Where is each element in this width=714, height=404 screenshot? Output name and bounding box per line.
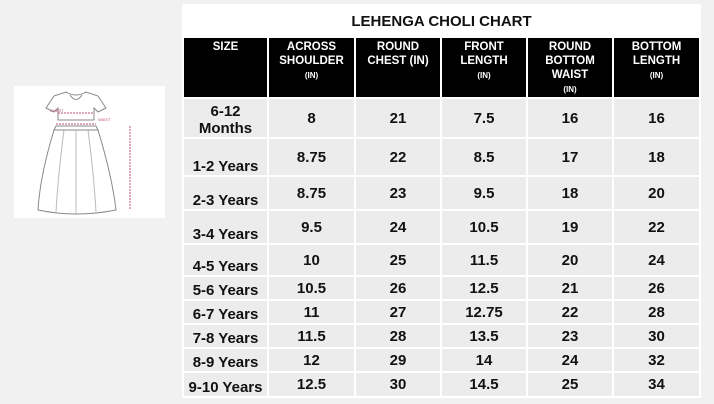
value-cell: 14.5: [440, 371, 528, 398]
value-cell: 16: [526, 97, 614, 139]
value-cell: 8.5: [440, 137, 528, 177]
column-header: ROUND BOTTOM WAIST (IN): [526, 36, 614, 99]
size-cell: 2-3 Years: [182, 175, 269, 211]
value-cell: 27: [354, 299, 442, 325]
value-cell: 30: [354, 371, 442, 398]
value-cell: 9.5: [267, 209, 356, 245]
value-cell: 8.75: [267, 175, 356, 211]
value-cell: 16: [611, 97, 702, 139]
value-cell: 11: [267, 299, 356, 325]
size-cell: 7-8 Years: [182, 323, 269, 349]
column-header: FRONT LENGTH (IN): [440, 36, 528, 99]
size-cell: 5-6 Years: [182, 275, 269, 301]
value-cell: 24: [354, 209, 442, 245]
header-text: FRONT LENGTH: [460, 41, 508, 67]
value-cell: 11.5: [267, 323, 356, 349]
table-row: 6-12 Months 8 21 7.5 16 16: [182, 97, 702, 139]
column-header: ROUND CHEST (IN): [354, 36, 442, 99]
value-cell: 12.75: [440, 299, 528, 325]
value-cell: 10.5: [267, 275, 356, 301]
value-cell: 10.5: [440, 209, 528, 245]
header-unit: (IN): [304, 71, 319, 80]
table-row: 7-8 Years 11.5 28 13.5 23 30: [182, 323, 702, 349]
size-cell: 9-10 Years: [182, 371, 269, 398]
size-cell: 1-2 Years: [182, 137, 269, 177]
value-cell: 13.5: [440, 323, 528, 349]
value-cell: 23: [526, 323, 614, 349]
value-cell: 24: [611, 243, 702, 277]
illustration-label: WAIST: [98, 117, 111, 122]
table-row: 5-6 Years 10.5 26 12.5 21 26: [182, 275, 702, 301]
value-cell: 23: [354, 175, 442, 211]
illustration-label: CHEST: [50, 108, 64, 113]
value-cell: 25: [354, 243, 442, 277]
size-cell: 3-4 Years: [182, 209, 269, 245]
header-text: ROUND BOTTOM WAIST: [545, 41, 595, 81]
value-cell: 28: [611, 299, 702, 325]
value-cell: 7.5: [440, 97, 528, 139]
value-cell: 19: [526, 209, 614, 245]
value-cell: 30: [611, 323, 702, 349]
header-unit: (IN): [477, 71, 491, 80]
column-header: BOTTOM LENGTH (IN): [611, 36, 702, 99]
value-cell: 10: [267, 243, 356, 277]
header-text: ACROSS SHOULDER: [279, 41, 344, 67]
value-cell: 18: [611, 137, 702, 177]
illustration: CHEST WAIST: [14, 86, 165, 218]
value-cell: 26: [354, 275, 442, 301]
value-cell: 32: [611, 347, 702, 373]
header-unit: (IN): [649, 71, 664, 80]
value-cell: 26: [611, 275, 702, 301]
table-body: 6-12 Months 8 21 7.5 16 16 1-2 Years 8.75 22 8.5 1…: [182, 97, 702, 398]
value-cell: 21: [526, 275, 614, 301]
outfit-drawing: CHEST WAIST: [37, 91, 131, 215]
table-row: 3-4 Years 9.5 24 10.5 19 22: [182, 209, 702, 245]
value-cell: 20: [526, 243, 614, 277]
value-cell: 12.5: [267, 371, 356, 398]
value-cell: 12.5: [440, 275, 528, 301]
value-cell: 18: [526, 175, 614, 211]
header-text: BOTTOM LENGTH: [631, 41, 682, 67]
header-text: ROUND CHEST (IN): [367, 41, 429, 67]
value-cell: 24: [526, 347, 614, 373]
value-cell: 11.5: [440, 243, 528, 277]
size-chart: LEHENGA CHOLI CHART SIZE ACROSS SHOULDER (…: [181, 4, 702, 398]
column-header: ACROSS SHOULDER (IN): [267, 36, 356, 99]
value-cell: 22: [611, 209, 702, 245]
value-cell: 34: [611, 371, 702, 398]
value-cell: 22: [526, 299, 614, 325]
table-row: 9-10 Years 12.5 30 14.5 25 34: [182, 371, 702, 398]
value-cell: 29: [354, 347, 442, 373]
table-row: 1-2 Years 8.75 22 8.5 17 18: [182, 137, 702, 177]
value-cell: 8: [267, 97, 356, 139]
value-cell: 9.5: [440, 175, 528, 211]
value-cell: 20: [611, 175, 702, 211]
size-cell: 8-9 Years: [182, 347, 269, 373]
size-cell: 4-5 Years: [182, 243, 269, 277]
value-cell: 12: [267, 347, 356, 373]
column-header: SIZE: [182, 36, 269, 99]
table-row: 2-3 Years 8.75 23 9.5 18 20: [182, 175, 702, 211]
chart-title: LEHENGA CHOLI CHART: [181, 4, 702, 38]
table-row: 8-9 Years 12 29 14 24 32: [182, 347, 702, 373]
value-cell: 25: [526, 371, 614, 398]
value-cell: 8.75: [267, 137, 356, 177]
value-cell: 17: [526, 137, 614, 177]
size-cell: 6-7 Years: [182, 299, 269, 325]
header-text: SIZE: [212, 41, 239, 53]
value-cell: 22: [354, 137, 442, 177]
value-cell: 21: [354, 97, 442, 139]
table-row: 4-5 Years 10 25 11.5 20 24: [182, 243, 702, 277]
table-row: 6-7 Years 11 27 12.75 22 28: [182, 299, 702, 325]
header-row: SIZE ACROSS SHOULDER (IN) ROUND CHEST (IN) F…: [182, 36, 702, 99]
value-cell: 14: [440, 347, 528, 373]
value-cell: 28: [354, 323, 442, 349]
header-unit: (IN): [563, 85, 577, 94]
size-cell: 6-12 Months: [182, 97, 269, 139]
